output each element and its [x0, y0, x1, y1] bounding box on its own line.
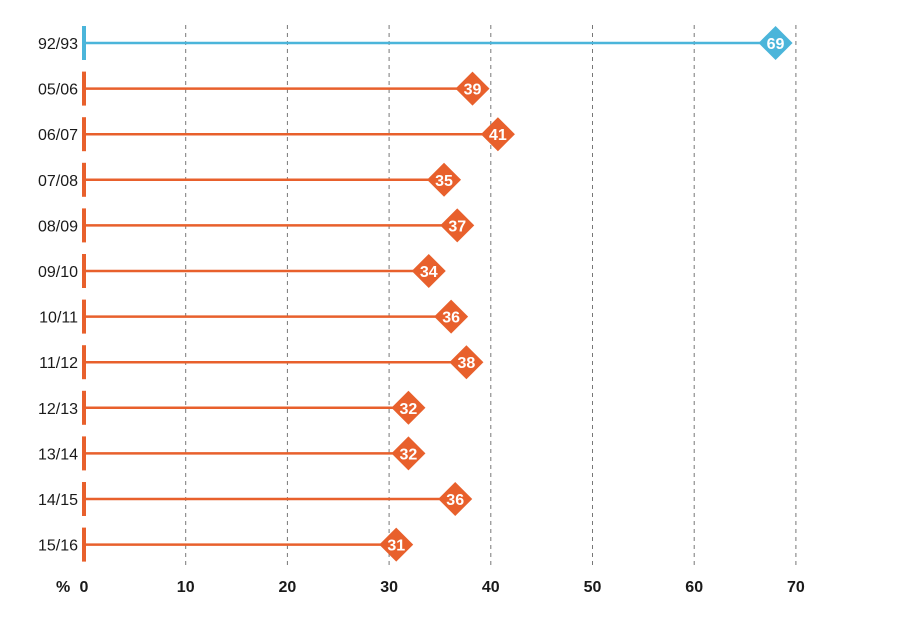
- x-tick-label: 60: [685, 579, 703, 596]
- chart-row: 92/93 69: [38, 26, 793, 60]
- x-tick-label: 40: [482, 579, 500, 596]
- x-tick-label: 50: [584, 579, 602, 596]
- category-label: 14/15: [38, 492, 78, 509]
- data-label: 69: [767, 36, 785, 53]
- chart-row: 14/15 36: [38, 482, 473, 516]
- category-label: 07/08: [38, 173, 78, 190]
- category-label: 15/16: [38, 538, 78, 555]
- x-unit-label: %: [56, 579, 70, 596]
- grid-lines: [185, 25, 797, 565]
- chart-row: 15/16 31: [38, 527, 414, 562]
- data-label: 36: [442, 310, 460, 327]
- x-tick-label: 30: [380, 579, 398, 596]
- chart-row: 07/08 35: [38, 162, 462, 197]
- value-diamond: [391, 436, 426, 471]
- category-label: 13/14: [38, 446, 78, 463]
- value-diamond: [411, 254, 446, 288]
- data-label: 36: [446, 492, 464, 509]
- data-label: 39: [464, 82, 482, 99]
- value-diamond: [391, 390, 426, 425]
- data-label: 32: [400, 401, 418, 418]
- value-diamond: [449, 345, 484, 380]
- data-label: 35: [435, 173, 453, 190]
- category-label: 05/06: [38, 82, 78, 99]
- chart-row: 06/07 41: [38, 117, 515, 152]
- data-label: 37: [448, 218, 466, 235]
- category-label: 06/07: [38, 127, 78, 144]
- category-label: 09/10: [38, 264, 78, 281]
- x-tick-label: 10: [177, 579, 195, 596]
- chart-row: 13/14 32: [38, 436, 426, 471]
- value-diamond: [480, 117, 515, 152]
- category-label: 11/12: [39, 355, 78, 372]
- chart-row: 05/06 39: [38, 71, 490, 106]
- value-diamond: [455, 71, 490, 106]
- value-diamond: [434, 299, 469, 334]
- data-label: 32: [400, 446, 418, 463]
- chart-row: 09/10 34: [38, 254, 446, 288]
- x-tick-label: 20: [279, 579, 297, 596]
- data-label: 31: [387, 538, 405, 555]
- x-axis: % 0 10 20 30 40 50 60 70: [56, 579, 805, 596]
- chart-row: 11/12 38: [39, 345, 484, 380]
- value-diamond: [379, 527, 414, 562]
- value-diamond: [440, 208, 475, 243]
- chart-row: 08/09 37: [38, 208, 475, 243]
- chart-row: 10/11 36: [39, 299, 469, 334]
- data-label: 41: [489, 127, 507, 144]
- value-diamond: [438, 482, 473, 516]
- x-tick-label: 0: [80, 579, 89, 596]
- value-diamond: [758, 26, 793, 60]
- x-tick-label: 70: [787, 579, 805, 596]
- category-label: 08/09: [38, 218, 78, 235]
- chart-row: 12/13 32: [38, 390, 426, 425]
- value-diamond: [427, 162, 462, 197]
- category-label: 92/93: [38, 36, 78, 53]
- data-label: 38: [457, 355, 475, 372]
- category-label: 10/11: [39, 310, 78, 327]
- data-label: 34: [420, 264, 438, 281]
- chart-rows: 92/93 69 05/06 39 06/07 41 07/08 35 08/09 37 09/10…: [38, 26, 793, 562]
- category-label: 12/13: [38, 401, 78, 418]
